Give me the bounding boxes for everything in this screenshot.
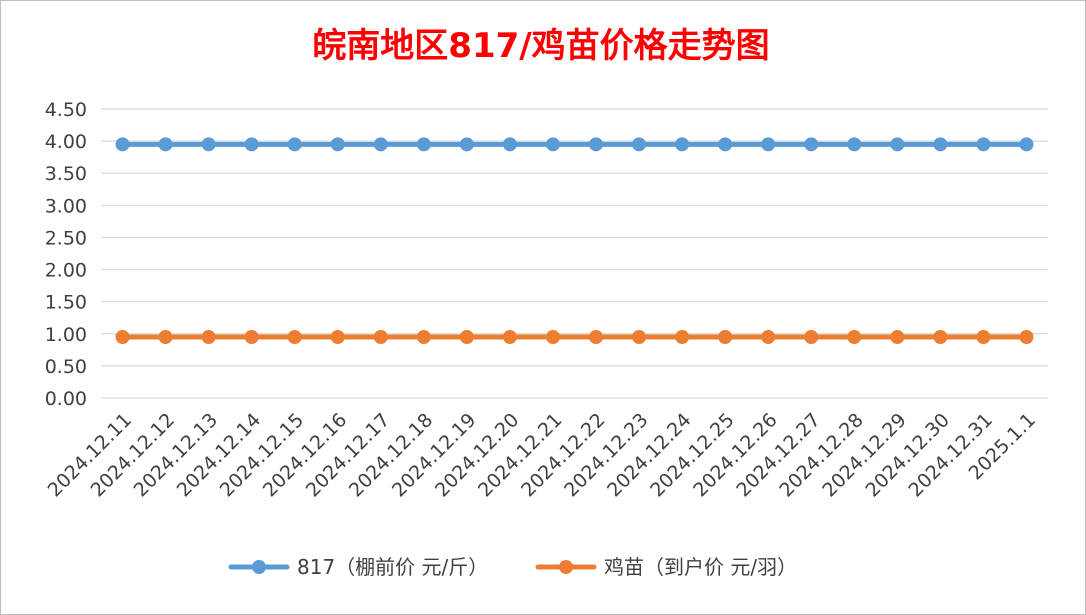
series-2-point bbox=[1019, 329, 1034, 344]
y-tick-label: 2.50 bbox=[45, 227, 87, 249]
series-1-point bbox=[976, 137, 991, 152]
y-tick-label: 1.00 bbox=[45, 324, 87, 346]
series-2-point bbox=[933, 329, 948, 344]
series-1-point bbox=[502, 137, 517, 152]
series-1-point bbox=[761, 137, 776, 152]
series-1-point bbox=[804, 137, 819, 152]
series-1-point bbox=[373, 137, 388, 152]
series-2-point bbox=[890, 329, 905, 344]
y-tick-label: 0.00 bbox=[45, 388, 87, 410]
chart-title: 皖南地区817/鸡苗价格走势图 bbox=[312, 26, 769, 66]
x-axis-tick-labels: 2024.12.112024.12.122024.12.132024.12.14… bbox=[44, 409, 1040, 501]
series-2-point bbox=[330, 329, 345, 344]
series-1-point bbox=[890, 137, 905, 152]
legend-swatch-marker bbox=[252, 560, 266, 574]
series-2-point bbox=[244, 329, 259, 344]
series-2-point bbox=[416, 329, 431, 344]
series-1-point bbox=[847, 137, 862, 152]
series-2-point bbox=[632, 329, 647, 344]
series-2-point bbox=[287, 329, 302, 344]
y-tick-label: 3.50 bbox=[45, 163, 87, 185]
series-1-point bbox=[718, 137, 733, 152]
y-tick-label: 1.50 bbox=[45, 292, 87, 314]
series-2-point bbox=[502, 329, 517, 344]
series-2-point bbox=[589, 329, 604, 344]
series-1-point bbox=[330, 137, 345, 152]
series-2-point bbox=[158, 329, 173, 344]
y-tick-label: 4.00 bbox=[45, 131, 87, 153]
series-lines bbox=[115, 137, 1034, 344]
series-2-point bbox=[675, 329, 690, 344]
y-tick-label: 2.00 bbox=[45, 260, 87, 282]
legend-label: 鸡苗（到户价 元/羽） bbox=[604, 555, 797, 579]
gridlines bbox=[101, 108, 1048, 399]
series-2-point bbox=[718, 329, 733, 344]
y-axis-tick-labels: 0.00 0.50 1.00 1.50 2.00 2.50 3.00 3.50 4.00 4.50 bbox=[45, 99, 87, 410]
series-2-point bbox=[976, 329, 991, 344]
y-tick-label: 4.50 bbox=[45, 99, 87, 121]
series-2-point bbox=[115, 329, 130, 344]
y-tick-label: 3.00 bbox=[45, 195, 87, 217]
series-2-point bbox=[201, 329, 216, 344]
series-1-point bbox=[158, 137, 173, 152]
series-1-point bbox=[244, 137, 259, 152]
legend: 817（棚前价 元/斤） 鸡苗（到户价 元/羽） bbox=[228, 555, 797, 579]
series-1-point bbox=[201, 137, 216, 152]
series-1-point bbox=[632, 137, 647, 152]
series-1-point bbox=[115, 137, 130, 152]
series-2-point bbox=[545, 329, 560, 344]
series-2-point bbox=[459, 329, 474, 344]
legend-swatch-marker bbox=[559, 560, 573, 574]
series-2-point bbox=[804, 329, 819, 344]
series-1-point bbox=[416, 137, 431, 152]
series-1-point bbox=[545, 137, 560, 152]
series-1-point bbox=[287, 137, 302, 152]
series-1-point bbox=[589, 137, 604, 152]
series-1-point bbox=[1019, 137, 1034, 152]
series-1-point bbox=[675, 137, 690, 152]
series-1-point bbox=[933, 137, 948, 152]
series-2-point bbox=[373, 329, 388, 344]
series-2-point bbox=[847, 329, 862, 344]
series-2-point bbox=[761, 329, 776, 344]
series-1-point bbox=[459, 137, 474, 152]
y-tick-label: 0.50 bbox=[45, 356, 87, 378]
legend-label: 817（棚前价 元/斤） bbox=[297, 555, 488, 579]
